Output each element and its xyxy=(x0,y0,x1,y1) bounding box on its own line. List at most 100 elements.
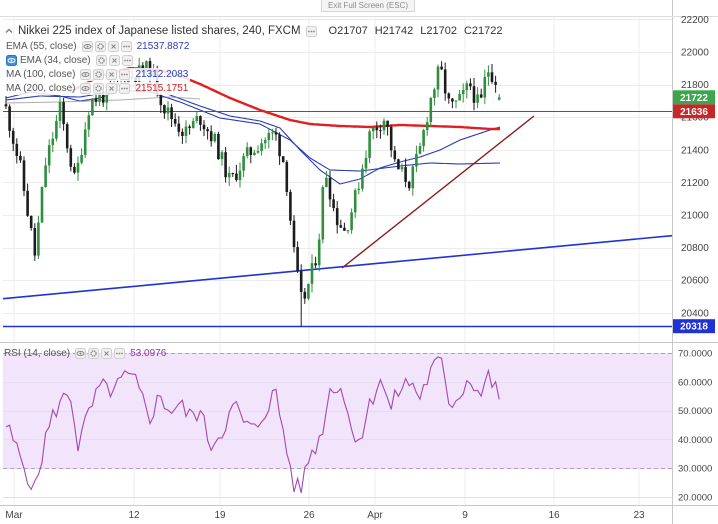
candle-body xyxy=(415,153,418,167)
candle xyxy=(490,64,494,84)
indicator-legend-ema34[interactable]: EMA (34, close) xyxy=(4,54,135,67)
price-tick-label: 22000 xyxy=(681,48,709,59)
candle-body xyxy=(310,263,314,284)
candle xyxy=(357,182,361,195)
price-tick-label: 22200 xyxy=(681,15,709,26)
collapse-legend-icon[interactable] xyxy=(4,26,14,36)
candle-body xyxy=(202,124,206,130)
time-tick-label: 16 xyxy=(548,510,560,521)
candle-body xyxy=(271,132,274,134)
candle-body xyxy=(11,130,15,144)
candle-body xyxy=(350,212,353,231)
candle-body xyxy=(397,159,400,170)
indicator-value: 21537.8872 xyxy=(136,41,190,52)
time-tick-label: 19 xyxy=(214,510,226,521)
candle xyxy=(22,156,26,197)
candle-body xyxy=(40,186,44,223)
visibility-eye-icon[interactable] xyxy=(80,69,92,80)
candle xyxy=(184,120,188,144)
candle-body xyxy=(58,102,62,121)
more-options-icon[interactable] xyxy=(121,55,133,66)
time-tick-label: Apr xyxy=(367,510,383,521)
indicator-legend-ema55[interactable]: EMA (55, close) 21537.8872 xyxy=(4,40,192,53)
candle xyxy=(400,163,404,172)
more-options-icon[interactable] xyxy=(305,25,317,37)
candle-body xyxy=(440,66,443,70)
indicator-legend-ma100[interactable]: MA (100, close) 21312.2083 xyxy=(4,68,191,81)
candle-body xyxy=(400,167,404,170)
candle xyxy=(188,124,191,135)
rsi-line xyxy=(5,356,500,494)
candle xyxy=(454,100,458,109)
candle-body xyxy=(263,140,267,144)
candle-body xyxy=(4,104,8,107)
candle-body xyxy=(22,160,26,191)
candle xyxy=(245,142,249,159)
candle-body xyxy=(260,143,263,151)
candle xyxy=(163,104,166,119)
candle xyxy=(407,180,411,191)
settings-gear-icon[interactable] xyxy=(95,55,107,66)
candle xyxy=(303,288,307,304)
candle xyxy=(483,69,487,105)
candle-body xyxy=(209,131,213,142)
more-options-icon[interactable] xyxy=(114,348,126,359)
candle xyxy=(224,147,227,183)
candle xyxy=(55,114,58,142)
rising-trendline xyxy=(341,115,535,269)
candle-body xyxy=(44,165,47,187)
visibility-eye-icon[interactable] xyxy=(6,55,17,66)
candle xyxy=(479,88,483,99)
candle xyxy=(469,78,472,91)
candle xyxy=(195,111,199,124)
candle xyxy=(296,241,299,274)
time-tick-label: 9 xyxy=(462,510,468,521)
rsi-legend[interactable]: RSI (14, close) 53.0976 xyxy=(4,347,166,360)
candle xyxy=(29,215,33,231)
exit-fullscreen-button[interactable]: Exit Full Screen (ESC) xyxy=(321,0,415,12)
candle-body xyxy=(314,263,317,266)
more-options-icon[interactable] xyxy=(119,69,131,80)
candle xyxy=(281,156,285,163)
candle xyxy=(361,164,364,192)
candle xyxy=(263,137,267,149)
candle xyxy=(51,131,55,153)
candle-body xyxy=(26,190,29,216)
candle xyxy=(310,254,314,293)
rsi-tick-label: 40.0000 xyxy=(678,435,712,446)
candle xyxy=(397,158,400,170)
candle-body xyxy=(267,132,271,140)
candle xyxy=(267,128,271,149)
candle-body xyxy=(321,187,325,240)
indicator-legend-ma200[interactable]: MA (200, close) 21515.1751 xyxy=(4,82,191,95)
visibility-eye-icon[interactable] xyxy=(80,83,92,94)
candle xyxy=(91,98,94,116)
candle-body xyxy=(274,132,278,135)
candle xyxy=(465,80,469,99)
more-options-icon[interactable] xyxy=(119,83,131,94)
settings-gear-icon[interactable] xyxy=(93,69,105,80)
visibility-eye-icon[interactable] xyxy=(75,348,87,359)
candle xyxy=(487,65,490,86)
remove-close-icon[interactable] xyxy=(107,41,119,52)
candle xyxy=(364,150,368,174)
settings-gear-icon[interactable] xyxy=(88,348,100,359)
candle xyxy=(217,131,220,160)
candle xyxy=(292,215,296,253)
candle xyxy=(425,116,429,136)
candle xyxy=(238,162,242,188)
settings-gear-icon[interactable] xyxy=(94,41,106,52)
price-label-text: 21722 xyxy=(680,93,708,104)
candle-body xyxy=(91,98,94,116)
more-options-icon[interactable] xyxy=(120,41,132,52)
remove-close-icon[interactable] xyxy=(106,83,118,94)
visibility-eye-icon[interactable] xyxy=(81,41,93,52)
settings-gear-icon[interactable] xyxy=(93,83,105,94)
remove-close-icon[interactable] xyxy=(106,69,118,80)
remove-close-icon[interactable] xyxy=(101,348,113,359)
candle xyxy=(368,129,371,164)
candle xyxy=(317,233,321,272)
remove-close-icon[interactable] xyxy=(108,55,120,66)
